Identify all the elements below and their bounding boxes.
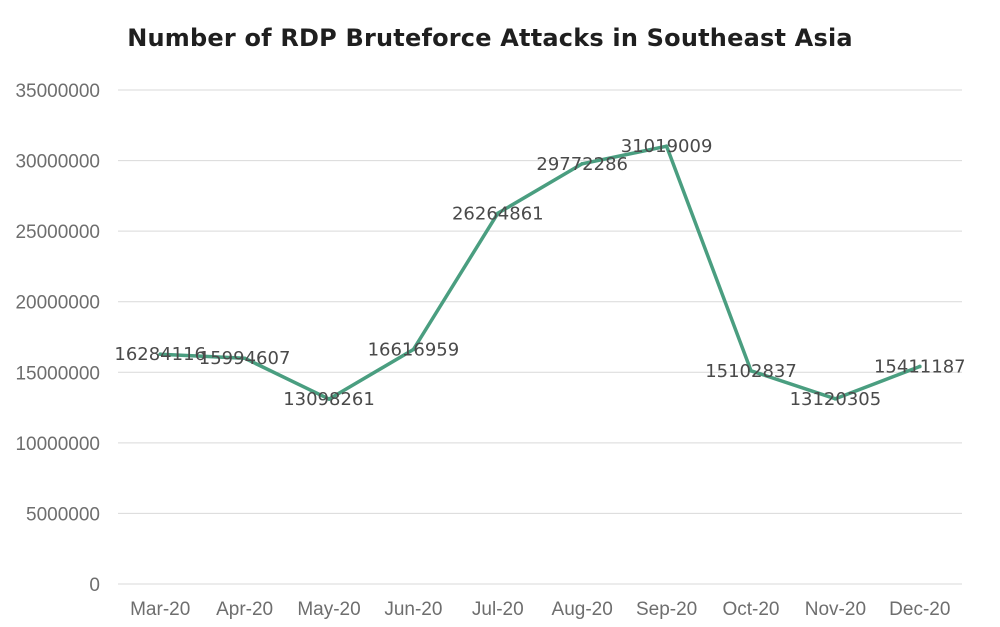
- x-tick-label: Aug-20: [552, 599, 613, 620]
- y-tick-label: 35000000: [15, 81, 100, 102]
- x-tick-label: Oct-20: [722, 599, 779, 620]
- data-label: 16284116: [114, 344, 206, 365]
- x-tick-label: Jun-20: [384, 599, 442, 620]
- x-tick-label: Jul-20: [472, 599, 524, 620]
- data-point: [664, 144, 669, 148]
- data-point: [833, 397, 838, 401]
- y-tick-label: 10000000: [15, 434, 100, 455]
- x-tick-label: Sep-20: [636, 599, 697, 620]
- x-tick-label: May-20: [297, 599, 360, 620]
- data-label: 13098261: [283, 389, 375, 410]
- series-lines: [158, 144, 922, 401]
- y-tick-label: 20000000: [15, 293, 100, 314]
- series-line-0: [158, 144, 922, 401]
- data-point: [496, 211, 500, 216]
- x-tick-label: Nov-20: [805, 599, 866, 620]
- data-label: 15102837: [705, 361, 797, 382]
- x-tick-label: Apr-20: [216, 599, 273, 620]
- data-point: [327, 397, 331, 401]
- data-label: 31019009: [621, 136, 713, 157]
- y-tick-label: 5000000: [26, 504, 100, 525]
- data-point: [242, 356, 247, 361]
- gridlines: [118, 89, 962, 585]
- x-axis-ticks: Mar-20 Apr-20 May-20 Jun-20 Jul-20 Aug-20 Sep-…: [130, 599, 950, 620]
- y-tick-label: 30000000: [15, 152, 100, 173]
- data-label: 13120305: [790, 389, 882, 410]
- data-label: 15994607: [199, 348, 291, 369]
- data-label: 29772286: [536, 154, 628, 175]
- x-tick-label: Dec-20: [889, 599, 950, 620]
- data-point: [411, 347, 416, 352]
- data-point: [580, 161, 584, 166]
- data-label: 16616959: [368, 339, 460, 360]
- data-label: 15411187: [874, 356, 966, 377]
- data-point: [158, 352, 162, 356]
- y-tick-label: 0: [89, 575, 100, 596]
- y-tick-label: 25000000: [15, 222, 100, 243]
- data-point: [918, 364, 922, 369]
- data-label: 26264861: [452, 203, 544, 224]
- chart-title: Number of RDP Bruteforce Attacks in Sout…: [127, 24, 853, 52]
- data-point: [749, 369, 753, 373]
- y-tick-label: 15000000: [15, 363, 100, 384]
- y-axis-ticks: 0 5000000 10000000 15000000 20000000 25000000…: [15, 81, 100, 596]
- x-tick-label: Mar-20: [130, 599, 190, 620]
